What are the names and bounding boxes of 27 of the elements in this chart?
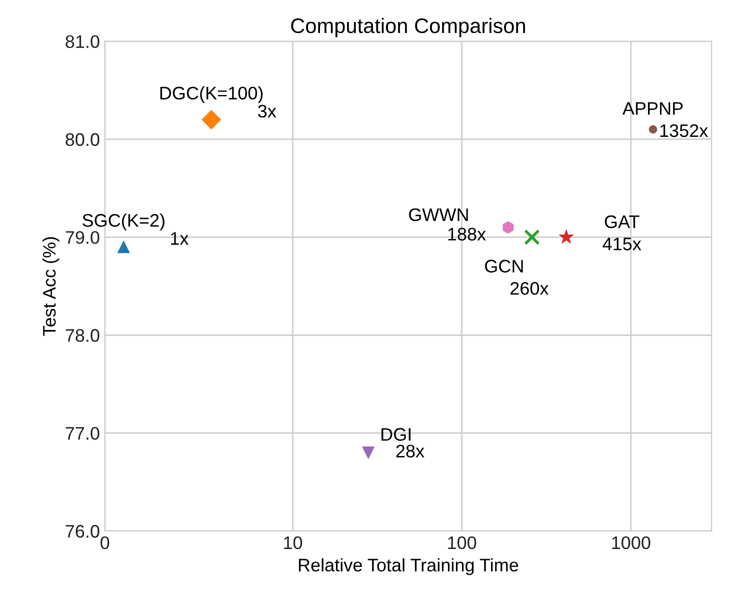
- y-tick-label: 79.0: [66, 231, 100, 244]
- y-tick-label: 78.0: [66, 329, 100, 342]
- y-axis-title: Test Acc (%): [42, 237, 60, 336]
- annotation: 1x: [171, 232, 189, 245]
- series-label: GAT: [604, 215, 640, 228]
- annotation: 28x: [396, 444, 424, 458]
- y-tick-label: 77.0: [66, 426, 100, 440]
- series-label: GWWN: [409, 208, 468, 222]
- annotation: 3x: [258, 104, 276, 118]
- series-label: SGC(K=2): [82, 214, 164, 230]
- x-tick-label: 100: [448, 536, 476, 550]
- series-label: DGI: [382, 428, 410, 441]
- annotation: 188x: [448, 228, 486, 241]
- x-tick-label: 0: [100, 536, 110, 550]
- annotation: 260x: [510, 282, 549, 295]
- annotation: 1352x: [660, 124, 708, 138]
- series-label: DGC(K=100): [160, 86, 263, 104]
- series-label: GCN: [485, 260, 523, 273]
- y-tick-label: 81.0: [66, 35, 100, 48]
- x-tick-label: 10: [284, 536, 302, 550]
- annotation: 415x: [602, 238, 642, 250]
- x-tick-label: 1000: [612, 536, 650, 550]
- y-tick-label: 80.0: [66, 133, 100, 146]
- chart-title: Computation Comparison: [291, 18, 525, 38]
- y-tick-label: 76.0: [66, 524, 100, 538]
- x-axis-title: Relative Total Training Time: [298, 558, 518, 576]
- series-label: APPNP: [622, 102, 683, 115]
